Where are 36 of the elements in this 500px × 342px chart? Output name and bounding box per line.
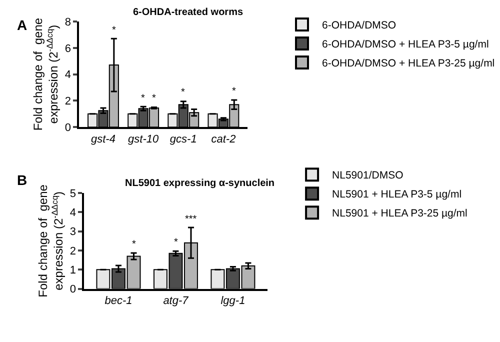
legend-label: 6-OHDA/DMSO [322, 20, 396, 32]
text: A [17, 17, 28, 33]
text: B [17, 172, 28, 188]
data-label: * [232, 86, 236, 97]
x-tick-label: bec-1 [104, 295, 132, 307]
data-label: * [112, 25, 116, 36]
y-tick-label: 1 [70, 264, 76, 277]
chart-title: NL5901 expressing α-synuclein [125, 178, 275, 189]
data-label: * [174, 237, 178, 248]
y-tick-label: 2 [70, 245, 76, 258]
data-label: * [141, 93, 145, 104]
y-tick-label: 8 [64, 16, 71, 28]
data-label: *** [185, 214, 197, 225]
x-tick-label: lgg-1 [220, 295, 246, 307]
legend-label: NL5901 + HLEA P3-5 µg/ml [332, 188, 462, 201]
x-tick-label: gst-10 [128, 133, 160, 146]
y-tick-label: 2 [64, 96, 71, 108]
data-label: * [181, 87, 185, 98]
chart-title: 6-OHDA-treated worms [133, 7, 244, 18]
legend-label: 6-OHDA/DMSO + HLEA P3-25 µg/ml [322, 58, 495, 70]
data-label: * [132, 239, 136, 250]
y-tick-label: 3 [70, 226, 76, 238]
x-tick-label: atg-7 [163, 295, 190, 307]
y-tick-label: 4 [64, 69, 71, 82]
x-tick-label: gcs-1 [170, 133, 197, 146]
y-tick-label: 4 [70, 207, 76, 220]
y-tick-label: 6 [64, 42, 71, 55]
y-tick-label: 0 [64, 122, 71, 134]
y-tick-label: 0 [70, 284, 76, 296]
legend-label: 6-OHDA/DMSO + HLEA P3-5 µg/ml [322, 38, 489, 51]
legend-label: NL5901 + HLEA P3-25 µg/ml [332, 208, 468, 220]
data-label: * [152, 93, 156, 104]
y-tick-label: 5 [70, 188, 76, 200]
x-tick-label: cat-2 [211, 133, 236, 146]
legend-label: NL5901/DMSO [332, 170, 404, 182]
x-tick-label: gst-4 [91, 133, 116, 146]
